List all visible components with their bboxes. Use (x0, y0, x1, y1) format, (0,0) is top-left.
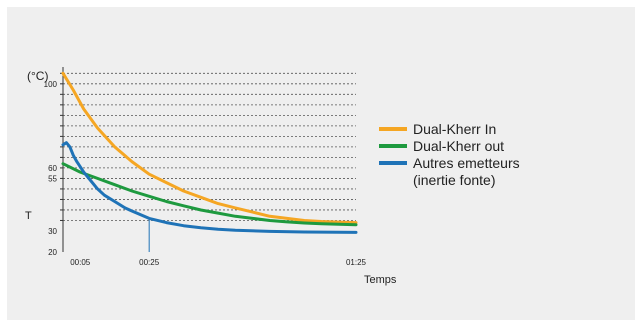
y-tick-label-0: 100 (44, 80, 58, 89)
y-tick-label-1: 60 (48, 164, 57, 173)
series-layer (61, 71, 358, 234)
legend-label-0: Dual-Kherr In (413, 121, 496, 137)
series-line-0 (61, 71, 358, 225)
x-tick-label-0: 00:05 (70, 258, 91, 267)
y-tick-label-4: 20 (48, 248, 57, 257)
legend-label-1: Dual-Kherr out (413, 138, 504, 154)
series-line-2 (61, 141, 358, 234)
x-axis-title: Temps (364, 274, 397, 286)
x-tick-label-1: 00:25 (139, 258, 160, 267)
y-tick-label-2: 55 (48, 174, 57, 183)
y-unit-label: (°C) (27, 69, 48, 83)
legend-label-2: Autres emetteurs (413, 155, 520, 171)
y-axis-title: T (25, 210, 32, 222)
grid-layer (60, 72, 356, 221)
series-line-1 (61, 162, 358, 227)
chart-panel: 100 60 55 30 20 00:05 00:25 01:25 (°C) T Temps … (7, 7, 635, 320)
y-tick-label-3: 30 (48, 227, 57, 236)
x-tick-label-2: 01:25 (346, 258, 367, 267)
legend-label-2-line1: (inertie fonte) (413, 172, 495, 188)
